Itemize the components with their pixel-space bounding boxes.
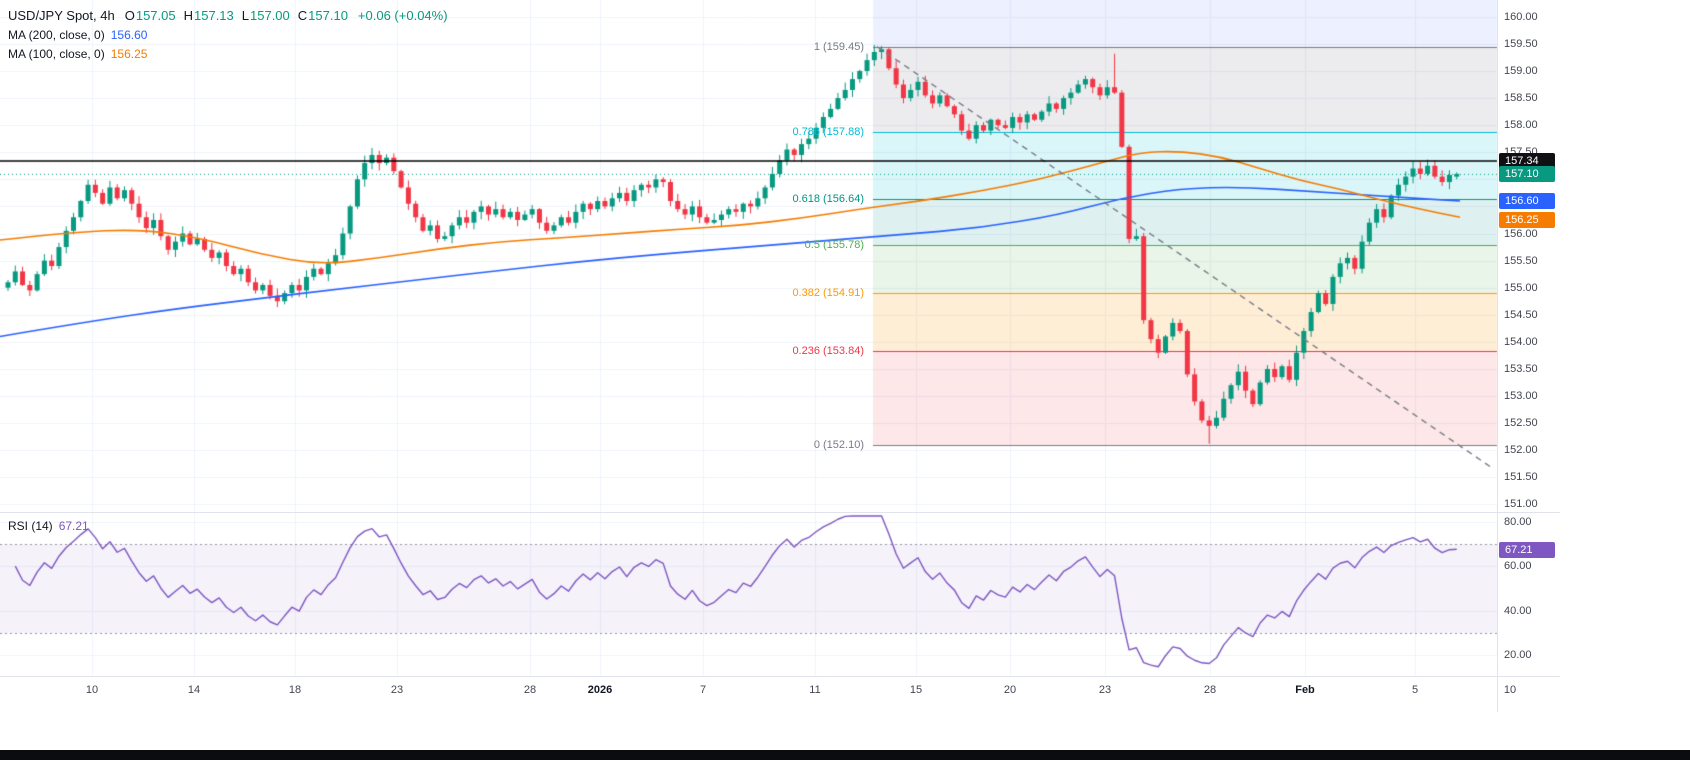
price-tag: 156.60 [1499, 193, 1555, 209]
ma200-row[interactable]: MA (200, close, 0) 156.60 [8, 25, 448, 44]
time-axis-label: 7 [699, 684, 707, 696]
change-value: +0.06 (+0.04%) [357, 8, 448, 23]
time-axis-label: 23 [1098, 684, 1112, 696]
rsi-axis-label: 20.00 [1504, 649, 1532, 662]
price-axis-label: 159.50 [1504, 37, 1538, 50]
price-axis-label: 153.00 [1504, 390, 1538, 403]
open-label: O [124, 8, 135, 23]
low-value: 157.00 [250, 8, 290, 23]
ma200-label: MA (200, close, 0) [8, 27, 105, 42]
ma200-value: 156.60 [110, 27, 148, 42]
price-axis-label: 158.00 [1504, 119, 1538, 132]
pane-separator-main-rsi[interactable] [0, 512, 1560, 513]
time-axis-label: 23 [390, 684, 404, 696]
high-label: H [183, 8, 193, 23]
price-axis-label: 156.00 [1504, 227, 1538, 240]
rsi-axis-label: 60.00 [1504, 560, 1532, 573]
high-value: 157.13 [194, 8, 234, 23]
ma100-label: MA (100, close, 0) [8, 46, 105, 61]
price-axis-label: 158.50 [1504, 92, 1538, 105]
time-axis-label: 11 [809, 684, 821, 696]
time-axis-label: 14 [187, 684, 201, 696]
rsi-legend[interactable]: RSI (14) 67.21 [8, 519, 95, 533]
price-axis-label: 152.00 [1504, 444, 1538, 457]
price-axis-label: 159.00 [1504, 64, 1538, 77]
time-axis-label: 10 [85, 684, 99, 696]
time-axis-label: 10 [1503, 684, 1517, 696]
rsi-value: 67.21 [58, 519, 89, 533]
price-axis-label: 151.00 [1504, 498, 1538, 511]
price-tag: 156.25 [1499, 211, 1555, 228]
taskbar-strip [0, 750, 1690, 760]
price-axis[interactable]: 160.00159.50159.00158.50158.00157.50157.… [1497, 0, 1567, 712]
time-axis[interactable]: 10 14 18 23 28 2026 7 11 15 20 23 28 Feb 5 10 [0, 676, 1560, 712]
ma100-value: 156.25 [110, 46, 148, 61]
time-axis-label: 5 [1411, 684, 1419, 696]
time-axis-label: 20 [1003, 684, 1017, 696]
close-label: C [297, 8, 308, 23]
time-axis-label: 28 [523, 684, 537, 696]
ma100-row[interactable]: MA (100, close, 0) 156.25 [8, 44, 448, 63]
price-axis-label: 154.50 [1504, 308, 1538, 321]
time-axis-label: 15 [909, 684, 923, 696]
close-value: 157.10 [308, 8, 348, 23]
main-legend: USD/JPY Spot, 4h O 157.05 H 157.13 L 157.00… [8, 6, 448, 63]
price-tag: 67.21 [1499, 542, 1555, 559]
price-axis-label: 153.50 [1504, 362, 1538, 375]
price-axis-label: 151.50 [1504, 471, 1538, 484]
price-axis-label: 155.50 [1504, 254, 1538, 267]
pane-separator-rsi-time [0, 676, 1560, 677]
price-axis-label: 155.00 [1504, 281, 1538, 294]
rsi-axis-label: 40.00 [1504, 604, 1532, 617]
symbol-title[interactable]: USD/JPY Spot, 4h [8, 8, 115, 23]
price-tag: 157.10 [1499, 165, 1555, 182]
axis-separator [1497, 0, 1498, 712]
time-axis-label: 18 [288, 684, 302, 696]
time-axis-label: Feb [1295, 684, 1315, 696]
open-value: 157.05 [135, 8, 176, 23]
rsi-axis-label: 80.00 [1504, 515, 1532, 528]
price-axis-label: 152.50 [1504, 417, 1538, 430]
low-label: L [241, 8, 249, 23]
time-axis-label: 2026 [587, 684, 613, 696]
price-tag: 157.34 [1499, 152, 1555, 169]
time-axis-label: 28 [1203, 684, 1217, 696]
price-axis-label: 160.00 [1504, 10, 1538, 23]
price-axis-label: 154.00 [1504, 335, 1538, 348]
symbol-row[interactable]: USD/JPY Spot, 4h O 157.05 H 157.13 L 157.00… [8, 6, 448, 25]
rsi-label: RSI (14) [8, 519, 53, 533]
